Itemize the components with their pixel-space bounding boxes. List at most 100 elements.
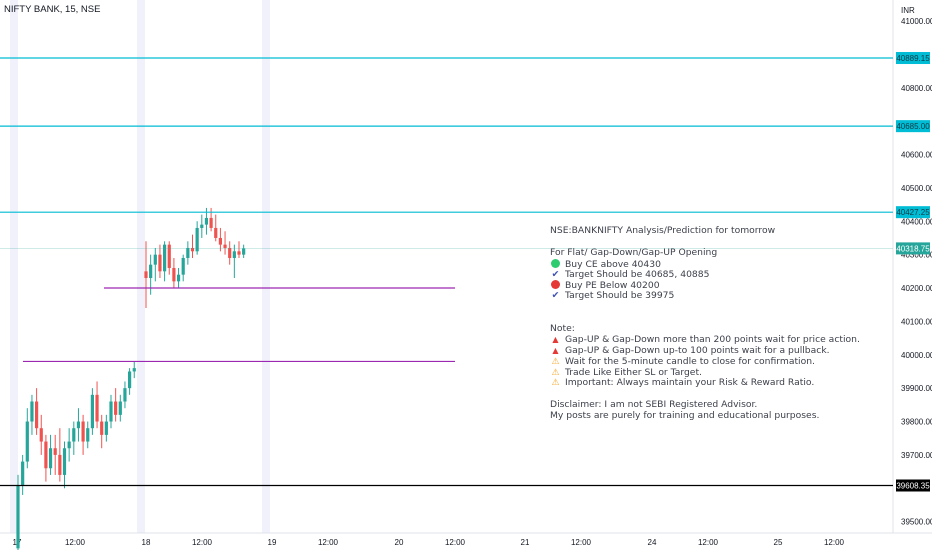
y-tick-label: 40300.00: [901, 251, 932, 260]
x-tick-label: 18: [142, 538, 151, 547]
note-buy-target-line: ✔ Target Should be 40685, 40885: [551, 268, 710, 280]
price-label-badge: [896, 52, 930, 65]
price-label-text: 40318.75: [896, 244, 930, 253]
y-tick-label: 40500.00: [901, 184, 932, 193]
x-tick-label: 12:00: [318, 538, 339, 547]
candle-body: [186, 247, 190, 258]
candle-body: [223, 244, 227, 248]
check-mark-icon: ✔: [551, 268, 560, 280]
y-tick-label: 41000.00: [901, 17, 932, 26]
candle-body: [181, 257, 185, 275]
candle-body: [128, 371, 132, 389]
warning-icon: ⚠: [551, 378, 560, 389]
candle-body: [39, 428, 43, 442]
candle-body: [25, 421, 29, 462]
price-label-text: 40889.15: [896, 54, 930, 63]
note-item: ▲ Gap-UP & Gap-Down more than 200 points …: [550, 334, 880, 346]
candle-body: [67, 441, 71, 449]
candle-body: [209, 217, 213, 228]
candle-body: [95, 394, 99, 422]
y-tick-label: 40000.00: [901, 351, 932, 360]
candle-body: [123, 388, 127, 402]
session-divider: [137, 0, 145, 533]
note-sell-target-line: ✔ Target Should be 39975: [551, 290, 675, 302]
price-label-badge: [896, 479, 930, 492]
currency-label: INR: [901, 6, 915, 15]
note-heading: Note:: [550, 323, 575, 335]
candle-body: [72, 428, 76, 442]
x-tick-label: 12:00: [571, 538, 592, 547]
candle-body: [218, 237, 222, 245]
x-tick-label: 25: [774, 538, 783, 547]
green-circle-icon: [550, 258, 561, 271]
note-item: ⚠ Wait for the 5-minute candle to close f…: [551, 355, 815, 367]
check-mark-icon: ✔: [551, 290, 560, 302]
candle-body: [76, 421, 81, 429]
candle-body: [228, 247, 232, 258]
candle-body: [190, 247, 195, 252]
x-tick-label: 19: [268, 538, 277, 547]
analysis-note: NSE:BANKNIFTY Analysis/Prediction for to…: [550, 225, 880, 422]
note-title-line: NSE:BANKNIFTY Analysis/Prediction for to…: [550, 225, 776, 236]
y-tick-label: 39900.00: [901, 384, 932, 393]
y-tick-label: 39500.00: [901, 518, 932, 527]
candle-body: [30, 401, 34, 422]
warning-icon: ⚠: [551, 367, 560, 378]
session-divider: [262, 0, 270, 533]
disclaimer-line: My posts are purely for training and edu…: [550, 410, 820, 422]
note-opening-line: For Flat/ Gap-Down/Gap-UP Opening: [550, 246, 718, 258]
y-tick-label: 40200.00: [901, 284, 932, 293]
candle-body: [109, 401, 113, 422]
price-label-badge: [896, 242, 930, 255]
y-tick-label: 40100.00: [901, 317, 932, 326]
candle-body: [195, 227, 199, 252]
candle-body: [153, 254, 157, 265]
x-tick-label: 20: [395, 538, 404, 547]
note-item: ⚠ Trade Like Either SL or Target.: [551, 366, 702, 378]
note-item: ▲ Gap-UP & Gap-Down up-to 100 points wait…: [550, 345, 880, 357]
candle-body: [176, 274, 181, 282]
candle-body: [118, 401, 122, 415]
candle-body: [149, 264, 153, 279]
price-label-text: 39608.35: [896, 481, 930, 490]
candle-body: [232, 251, 236, 258]
y-tick-label: 40600.00: [901, 151, 932, 160]
candle-body: [132, 368, 136, 372]
fire-icon: ▲: [552, 334, 559, 344]
candle-body: [163, 244, 167, 272]
candle-body: [144, 271, 148, 279]
note-sell-line: Buy PE Below 40200: [550, 280, 880, 291]
candle-body: [104, 421, 108, 435]
x-tick-label: 12:00: [65, 538, 86, 547]
x-tick-label: 12:00: [824, 538, 845, 547]
candle-body: [48, 448, 53, 469]
candle-body: [167, 244, 171, 268]
x-tick-label: 12:00: [445, 538, 466, 547]
candle-body: [86, 428, 90, 442]
y-tick-label: 39800.00: [901, 418, 932, 427]
x-tick-label: 21: [521, 538, 530, 547]
candle-body: [214, 227, 218, 238]
session-divider: [10, 0, 18, 533]
y-tick-label: 40400.00: [901, 217, 932, 226]
candle-body: [81, 421, 85, 442]
disclaimer-line: Disclaimer: I am not SEBI Registered Adv…: [550, 399, 758, 411]
candle-body: [200, 224, 204, 228]
candle-body: [114, 401, 118, 415]
price-label-text: 40685.00: [896, 122, 930, 131]
candle-body: [237, 251, 241, 255]
fire-icon: ▲: [552, 345, 559, 355]
x-tick-label: 24: [648, 538, 657, 547]
candle-body: [21, 461, 25, 485]
candle-body: [16, 484, 20, 549]
candle-body: [53, 448, 57, 455]
price-label-text: 40427.25: [896, 208, 930, 217]
candle-body: [62, 448, 67, 475]
candle-body: [242, 248, 246, 255]
candle-body: [172, 268, 176, 282]
price-label-badge: [896, 206, 930, 219]
red-circle-icon: [550, 280, 561, 292]
note-buy-line: Buy CE above 40430: [550, 258, 880, 271]
candle-body: [100, 421, 104, 435]
